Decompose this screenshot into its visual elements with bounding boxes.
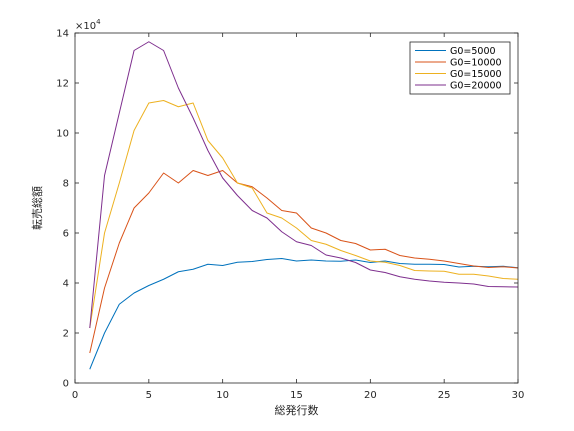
y-tick-label: 14: [56, 29, 69, 40]
x-tick-label: 15: [290, 390, 303, 401]
series-line-2: [89, 170, 519, 354]
y-tick-label: 12: [56, 79, 69, 90]
x-tick-label: 25: [438, 390, 451, 401]
y-exponent-label: ×104: [75, 18, 101, 32]
x-tick-label: 5: [146, 390, 152, 401]
legend-label-1: G0=5000: [450, 46, 496, 57]
series-line-3: [89, 100, 519, 329]
series-line-1: [89, 258, 519, 370]
x-tick-label: 30: [512, 390, 525, 401]
legend-label-2: G0=10000: [450, 58, 502, 69]
y-tick-label: 0: [63, 379, 69, 390]
y-tick-label: 4: [63, 279, 69, 290]
y-axis-title: 転売総額: [30, 186, 44, 230]
x-tick-label: 10: [216, 390, 229, 401]
y-tick-label: 10: [56, 129, 69, 140]
y-tick-label: 6: [63, 229, 69, 240]
x-tick-label: 20: [364, 390, 377, 401]
x-tick-label: 0: [72, 390, 78, 401]
y-tick-label: 2: [63, 329, 69, 340]
y-tick-label: 8: [63, 179, 69, 190]
series-line-4: [89, 41, 519, 329]
ticks-layer: 0 5 10 15 20 25 30 0 2 4 6 8 10 12 14: [56, 29, 524, 402]
legend-label-4: G0=20000: [450, 81, 502, 92]
series-layer: [89, 41, 519, 370]
legend-label-3: G0=15000: [450, 69, 502, 80]
y-exponent-power: 4: [96, 18, 101, 26]
x-axis-title: 総発行数: [275, 403, 319, 417]
